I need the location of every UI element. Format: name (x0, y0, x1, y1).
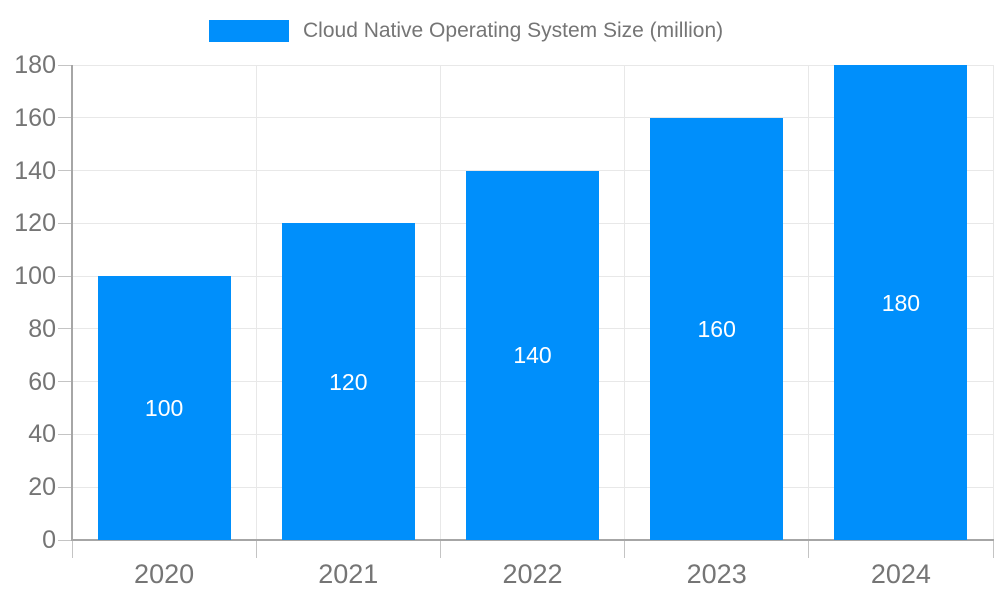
v-gridline (808, 65, 810, 540)
bar-2021[interactable] (281, 223, 415, 540)
x-axis-tick (71, 540, 73, 558)
legend-swatch (209, 20, 289, 42)
y-axis-tick (58, 170, 72, 172)
v-gridline (624, 65, 626, 540)
y-axis-label-120: 120 (14, 209, 56, 238)
bar-label-2021: 120 (329, 368, 368, 395)
bar-2022[interactable] (466, 170, 599, 540)
v-gridline (439, 65, 441, 540)
y-axis-label-160: 160 (14, 103, 56, 132)
y-axis-tick (58, 486, 72, 488)
y-axis-label-140: 140 (14, 156, 56, 185)
bar-2023[interactable] (650, 117, 784, 540)
y-axis-tick (58, 328, 72, 330)
legend[interactable]: Cloud Native Operating System Size (mill… (209, 19, 723, 43)
bar-label-2023: 160 (697, 315, 736, 342)
y-axis-label-80: 80 (28, 314, 56, 343)
bar-2020[interactable] (97, 276, 231, 540)
x-axis-label-2022: 2022 (502, 559, 563, 589)
bar-label-2022: 140 (513, 342, 552, 369)
y-axis-label-60: 60 (28, 367, 56, 396)
x-axis-tick (808, 540, 810, 558)
y-axis-line (71, 65, 73, 540)
y-axis-tick (58, 381, 72, 383)
x-axis-label-2020: 2020 (134, 559, 195, 589)
y-axis-label-180: 180 (14, 51, 56, 79)
x-axis-label-2021: 2021 (318, 559, 379, 589)
v-gridline (255, 65, 257, 540)
x-axis-tick (439, 540, 441, 558)
y-axis-tick (58, 433, 72, 435)
x-axis-label-2024: 2024 (870, 559, 931, 589)
y-axis-tick (58, 64, 72, 66)
y-axis-label-100: 100 (14, 262, 56, 291)
v-gridline (992, 65, 994, 540)
y-axis-label-40: 40 (28, 420, 56, 449)
x-axis-tick (255, 540, 257, 558)
x-axis-tick (992, 540, 994, 558)
y-axis-tick (58, 275, 72, 277)
y-axis-label-0: 0 (42, 526, 56, 554)
x-axis-label-2023: 2023 (686, 559, 747, 589)
bar-label-2024: 180 (881, 289, 921, 316)
y-axis-tick (58, 222, 72, 224)
y-axis-tick (58, 117, 72, 119)
bar-label-2020: 100 (144, 395, 184, 422)
h-gridline (72, 64, 993, 66)
x-axis-tick (624, 540, 626, 558)
y-axis-label-20: 20 (28, 473, 56, 502)
legend-label: Cloud Native Operating System Size (mill… (303, 19, 724, 42)
x-axis-line (71, 539, 994, 541)
h-gridline (72, 117, 993, 119)
y-axis-tick (58, 539, 72, 541)
bar-2024[interactable] (834, 65, 968, 540)
